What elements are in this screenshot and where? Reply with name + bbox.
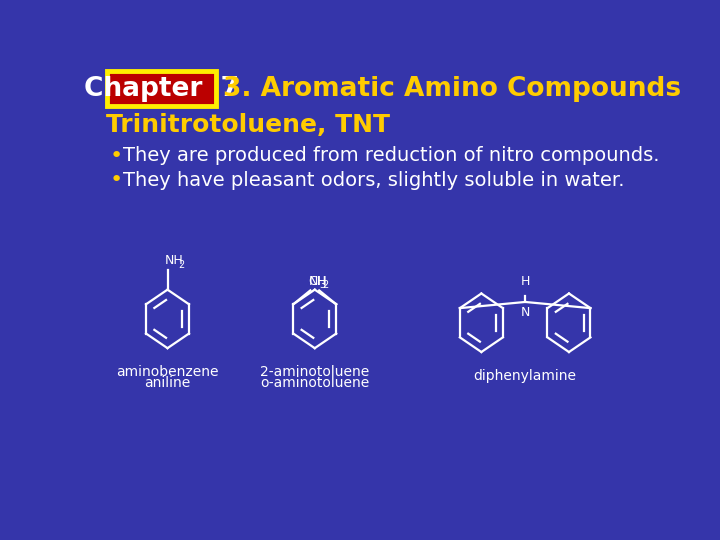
Text: o-aminotoluene: o-aminotoluene [260,376,369,390]
Text: NH: NH [164,254,183,267]
Text: aniline: aniline [145,376,191,390]
Text: diphenylamine: diphenylamine [474,369,577,383]
Text: aminobenzene: aminobenzene [116,365,219,379]
Text: •: • [109,146,122,166]
Text: They have pleasant odors, slightly soluble in water.: They have pleasant odors, slightly solub… [123,171,625,190]
Text: Trinitrotoluene, TNT: Trinitrotoluene, TNT [106,113,390,137]
Text: Chapter  7: Chapter 7 [84,76,239,102]
Text: •: • [109,170,122,190]
Text: 2-aminotoluene: 2-aminotoluene [260,365,369,379]
Text: 3. Aromatic Amino Compounds: 3. Aromatic Amino Compounds [223,76,681,102]
Text: 3: 3 [319,280,325,291]
Text: 2: 2 [179,260,184,269]
Text: 2: 2 [323,280,329,291]
Text: NH: NH [309,275,328,288]
Text: H: H [521,275,530,288]
Text: N: N [521,306,530,319]
Text: CH: CH [308,275,326,288]
FancyBboxPatch shape [107,71,215,106]
Text: They are produced from reduction of nitro compounds.: They are produced from reduction of nitr… [123,146,660,165]
